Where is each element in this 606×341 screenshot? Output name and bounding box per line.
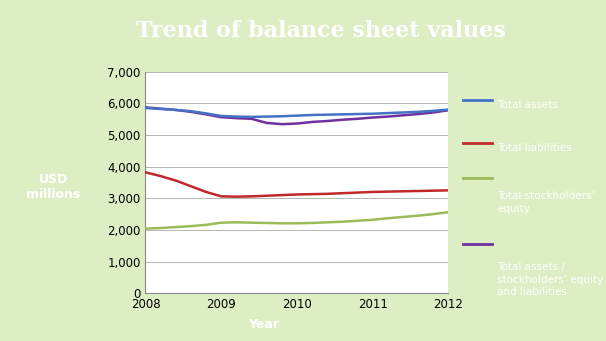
Text: Total liabilities: Total liabilities xyxy=(498,143,572,152)
Text: Total assets: Total assets xyxy=(498,101,558,110)
Text: Trend of balance sheet values: Trend of balance sheet values xyxy=(136,20,506,42)
Text: Total stockholders’
equity: Total stockholders’ equity xyxy=(498,191,595,214)
Text: Year: Year xyxy=(248,318,279,331)
Text: USD
millions: USD millions xyxy=(26,173,80,201)
Text: Total assets /
stockholders’ equity
and liabilities: Total assets / stockholders’ equity and … xyxy=(498,262,604,297)
